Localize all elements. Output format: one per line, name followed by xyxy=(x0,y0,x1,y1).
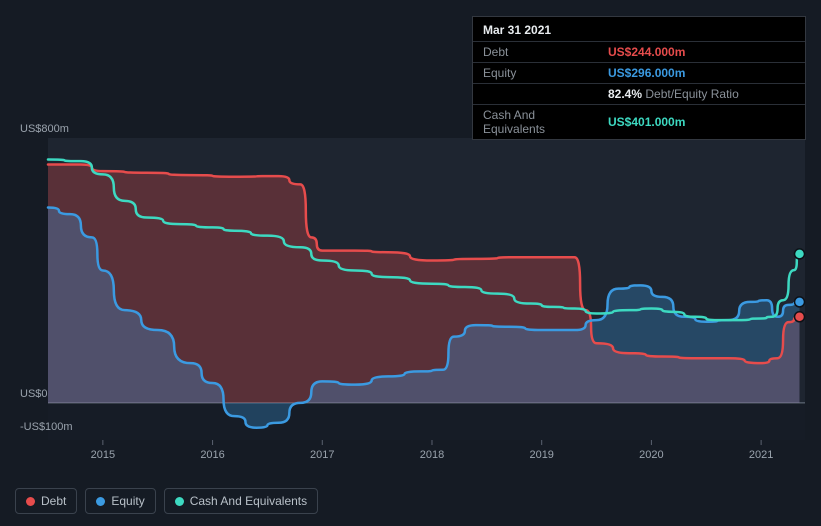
legend-label: Cash And Equivalents xyxy=(190,494,307,508)
y-axis-label: US$800m xyxy=(20,123,69,135)
series-end-marker[interactable] xyxy=(795,297,805,307)
legend-label: Debt xyxy=(41,494,66,508)
legend-label: Equity xyxy=(111,494,144,508)
legend-item[interactable]: Cash And Equivalents xyxy=(164,488,318,514)
x-axis-label: 2017 xyxy=(310,449,334,461)
tooltip-row-label: Cash And Equivalents xyxy=(473,105,598,140)
legend-item[interactable]: Equity xyxy=(85,488,155,514)
series-end-marker[interactable] xyxy=(795,312,805,322)
x-axis-label: 2016 xyxy=(200,449,224,461)
tooltip-table: DebtUS$244.000mEquityUS$296.000m82.4% De… xyxy=(473,41,805,139)
tooltip-row: Cash And EquivalentsUS$401.000m xyxy=(473,105,805,140)
tooltip-date: Mar 31 2021 xyxy=(473,17,805,41)
legend-dot-icon xyxy=(96,497,105,506)
x-axis-label: 2020 xyxy=(639,449,663,461)
series-end-marker[interactable] xyxy=(795,249,805,259)
x-axis-label: 2019 xyxy=(529,449,553,461)
y-axis-label: US$0 xyxy=(20,388,48,400)
tooltip-row-label: Debt xyxy=(473,42,598,63)
legend-dot-icon xyxy=(26,497,35,506)
x-axis-label: 2015 xyxy=(91,449,115,461)
tooltip-row: 82.4% Debt/Equity Ratio xyxy=(473,84,805,105)
tooltip-row-value: US$296.000m xyxy=(598,63,805,84)
legend-dot-icon xyxy=(175,497,184,506)
x-axis-label: 2018 xyxy=(420,449,444,461)
tooltip-row-value: US$401.000m xyxy=(598,105,805,140)
tooltip-row-label xyxy=(473,84,598,105)
tooltip-row-value: 82.4% Debt/Equity Ratio xyxy=(598,84,805,105)
tooltip-row: EquityUS$296.000m xyxy=(473,63,805,84)
y-axis-label: -US$100m xyxy=(20,421,73,433)
chart-legend: Debt Equity Cash And Equivalents xyxy=(15,488,318,514)
tooltip-row-label: Equity xyxy=(473,63,598,84)
tooltip-row: DebtUS$244.000m xyxy=(473,42,805,63)
tooltip-row-value: US$244.000m xyxy=(598,42,805,63)
legend-item[interactable]: Debt xyxy=(15,488,77,514)
chart-tooltip: Mar 31 2021 DebtUS$244.000mEquityUS$296.… xyxy=(472,16,806,140)
x-axis-label: 2021 xyxy=(749,449,773,461)
